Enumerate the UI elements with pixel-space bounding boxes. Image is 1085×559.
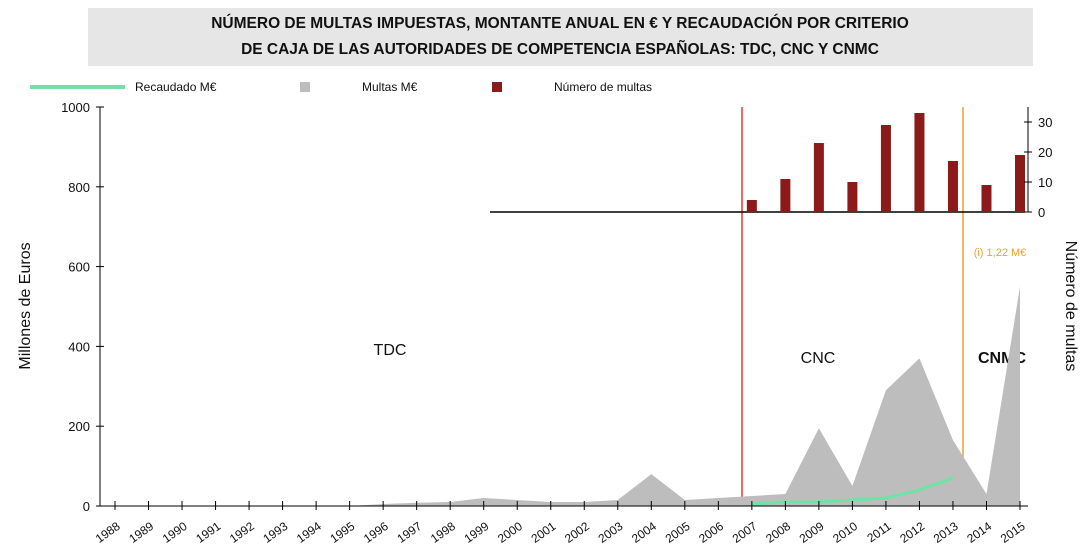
y2-tick-label: 10: [1038, 175, 1052, 190]
x-tick-label: 1994: [294, 519, 324, 546]
x-tick-label: 2015: [998, 519, 1028, 546]
x-tick-label: 2007: [730, 519, 760, 546]
x-tick-label: 2005: [663, 519, 693, 546]
bar: [947, 161, 958, 212]
annotation: TDC: [374, 342, 407, 359]
annotation: (i) 1,22 M€: [974, 247, 1027, 259]
x-tick-label: 1991: [193, 519, 223, 546]
bar: [1015, 155, 1025, 212]
legend-swatch: [492, 82, 502, 92]
x-tick-label: 2014: [964, 519, 994, 546]
title-band: [88, 8, 1033, 66]
bar: [780, 179, 791, 212]
x-tick-label: 2013: [931, 519, 961, 546]
bar: [880, 125, 891, 212]
x-tick-label: 1988: [93, 519, 123, 546]
x-tick-label: 2009: [797, 519, 827, 546]
y-tick-label: 1000: [61, 100, 90, 115]
bar: [981, 185, 992, 212]
x-tick-label: 1992: [227, 519, 257, 546]
x-tick-label: 2006: [696, 519, 726, 546]
x-tick-label: 2004: [629, 519, 659, 546]
chart-title: DE CAJA DE LAS AUTORIDADES DE COMPETENCI…: [241, 40, 879, 58]
x-tick-label: 2000: [495, 519, 525, 546]
bar: [847, 182, 858, 212]
chart-title: NÚMERO DE MULTAS IMPUESTAS, MONTANTE ANU…: [211, 14, 909, 32]
x-tick-label: 2010: [830, 519, 860, 546]
x-tick-label: 2002: [562, 519, 592, 546]
y-tick-label: 600: [68, 260, 90, 275]
legend-label: Multas M€: [362, 80, 418, 94]
x-tick-label: 1990: [160, 519, 190, 546]
y-tick-label: 0: [83, 499, 90, 514]
x-tick-label: 2011: [864, 519, 893, 545]
y2-tick-label: 20: [1038, 145, 1052, 160]
y-tick-label: 400: [68, 339, 90, 354]
y-tick-label: 800: [68, 180, 90, 195]
x-tick-label: 1993: [260, 519, 290, 546]
x-tick-label: 2012: [897, 519, 927, 546]
bar: [914, 113, 925, 212]
x-tick-label: 2001: [529, 519, 559, 546]
y-tick-label: 200: [68, 419, 90, 434]
x-tick-label: 1996: [361, 519, 391, 546]
bar: [813, 143, 824, 212]
y2-tick-label: 0: [1038, 205, 1045, 220]
x-tick-label: 2008: [763, 519, 793, 546]
x-tick-label: 2003: [596, 519, 626, 546]
y2-axis-label: Número de multas: [1062, 241, 1079, 372]
legend-label: Número de multas: [554, 80, 652, 94]
x-tick-label: 1995: [327, 519, 357, 546]
legend-label: Recaudado M€: [135, 80, 217, 94]
x-tick-label: 1999: [462, 519, 492, 546]
plot: [115, 113, 1025, 506]
x-tick-label: 1997: [394, 519, 424, 546]
y2-tick-label: 30: [1038, 115, 1052, 130]
legend-swatch: [300, 82, 310, 92]
area: [115, 286, 1020, 506]
annotation: CNC: [801, 350, 836, 367]
y-axis-label: Millones de Euros: [17, 242, 34, 369]
x-tick-label: 1998: [428, 519, 458, 546]
bar: [746, 200, 757, 212]
x-tick-label: 1989: [126, 519, 156, 546]
